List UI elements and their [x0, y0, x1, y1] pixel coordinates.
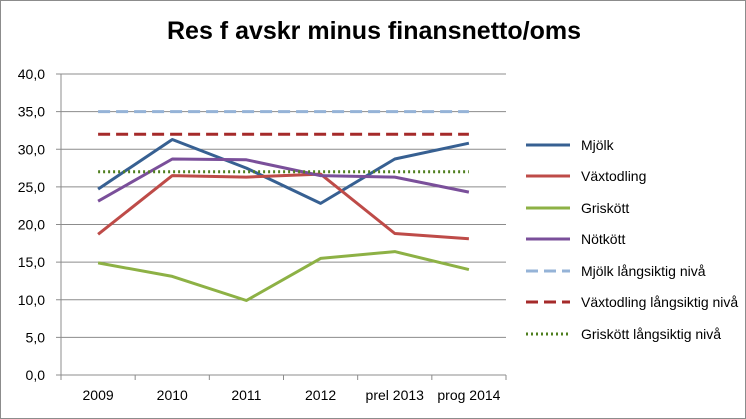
x-tick-label: prel 2013 [366, 387, 425, 403]
y-tick-label: 30,0 [18, 141, 45, 157]
legend-swatch [523, 203, 573, 213]
series-line-2 [97, 172, 470, 241]
legend-item: Växtodling [523, 161, 745, 193]
y-tick-label: 40,0 [18, 66, 45, 82]
chart-title: Res f avskr minus finansnetto/oms [166, 17, 581, 45]
x-tick-label: 2011 [231, 387, 261, 403]
x-tick-label: 2010 [157, 387, 188, 403]
y-tick-label: 15,0 [18, 254, 45, 270]
x-tick-label: 2012 [305, 387, 336, 403]
legend-item: Nötkött [523, 224, 745, 256]
legend-item: Griskött långsiktig nivå [523, 318, 745, 350]
legend-swatch [523, 171, 573, 181]
legend-swatch [523, 140, 573, 150]
legend-label: Nötkött [581, 231, 626, 248]
legend-swatch [523, 329, 573, 339]
legend-label: Mjölk långsiktig nivå [581, 262, 706, 279]
legend-label: Växtodling [581, 168, 647, 185]
legend-item: Växtodling långsiktig nivå [523, 287, 745, 319]
y-tick-label: 10,0 [18, 292, 45, 308]
legend: Mjölk Växtodling Griskött Nötkött Mjölk lång… [523, 129, 745, 350]
legend-label: Växtodling långsiktig nivå [581, 294, 739, 311]
y-tick-label: 35,0 [18, 104, 45, 120]
x-tick-label: prog 2014 [437, 387, 500, 403]
series-line-4 [97, 157, 470, 203]
legend-item: Mjölk [523, 129, 745, 161]
x-tick-label: 2009 [83, 387, 114, 403]
legend-swatch [523, 297, 573, 307]
legend-label: Griskött [581, 199, 630, 216]
legend-swatch [523, 266, 573, 276]
y-tick-label: 25,0 [18, 179, 45, 195]
legend-swatch [523, 234, 573, 244]
legend-item: Griskött [523, 192, 745, 224]
series-line-3 [97, 250, 470, 302]
y-tick-label: 5,0 [26, 329, 46, 345]
series-line-1 [97, 138, 470, 205]
y-tick-label: 20,0 [18, 217, 45, 233]
legend-label: Mjölk [581, 136, 614, 153]
legend-item: Mjölk långsiktig nivå [523, 255, 745, 287]
y-tick-label: 0,0 [26, 367, 46, 383]
legend-label: Griskött långsiktig nivå [581, 325, 722, 342]
